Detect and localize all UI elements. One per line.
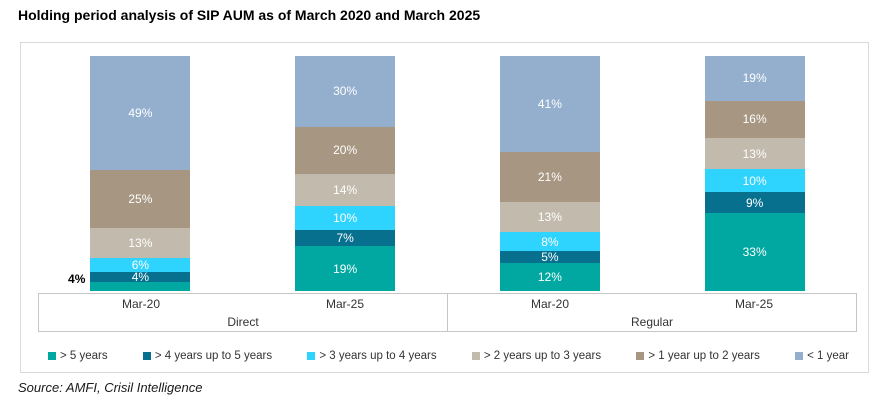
source-note: Source: AMFI, Crisil Intelligence [18, 380, 203, 395]
axis-group-regular: Mar-20 Mar-25 Regular [447, 294, 856, 331]
bar-segment: 16% [704, 100, 805, 139]
segment-value-label: 6% [131, 258, 150, 273]
axis-group-label: Direct [227, 315, 259, 329]
bar-segment: 10% [704, 168, 805, 193]
chart-title: Holding period analysis of SIP AUM as of… [18, 7, 481, 23]
segment-value-label: 7% [336, 231, 354, 246]
bar-segment: 19% [295, 246, 396, 291]
segment-value-label: 33% [742, 245, 767, 260]
bar-segment: 30% [295, 56, 396, 127]
legend-label: > 1 year up to 2 years [648, 350, 760, 362]
stacked-bar: 12% 5% 8% 13% 21% 41% [499, 56, 600, 291]
bar-segment: 9% [704, 192, 805, 214]
bar-segment: 20% [295, 126, 396, 174]
axis-month-label: Mar-20 [530, 297, 569, 311]
bar-segment: 5% [499, 249, 600, 264]
segment-value-label: 19% [742, 71, 767, 86]
bar-segment [90, 281, 191, 291]
legend: > 5 years > 4 years up to 5 years > 3 year… [48, 347, 849, 365]
segment-value-label: 13% [128, 236, 153, 251]
bar-segment: 8% [499, 232, 600, 252]
bar-segment: 10% [295, 206, 396, 230]
bar-segment: 6% [90, 258, 191, 273]
segment-value-label: 10% [333, 211, 358, 226]
legend-label: > 4 years up to 5 years [154, 350, 273, 362]
segment-value-label: 4% [131, 270, 150, 285]
stacked-bar: 19% 7% 10% 14% 20% 30% [295, 56, 396, 291]
segment-value-label: 21% [537, 170, 562, 185]
segment-value-label: 14% [333, 182, 358, 197]
segment-value-label: 41% [537, 97, 562, 112]
legend-label: > 2 years up to 3 years [483, 350, 602, 362]
plot-area: 4% 6% 13% 25% 49% 4% 19% 7% 10% 14% 20% 30% 12% 5% 8% 1… [21, 43, 868, 372]
legend-item: < 1 year [795, 350, 849, 362]
legend-item: > 4 years up to 5 years [142, 350, 273, 362]
segment-value-label: 13% [742, 146, 767, 161]
segment-value-label: 5% [541, 249, 559, 264]
bar-segment: 12% [499, 262, 600, 291]
bar-segment: 13% [499, 201, 600, 233]
segment-value-label: 19% [333, 261, 358, 276]
segment-value-label: 16% [742, 112, 767, 127]
segment-value-label: 20% [333, 143, 358, 158]
segment-value-label: 8% [541, 234, 559, 249]
stacked-bar: 33% 9% 10% 13% 16% 19% [704, 56, 805, 291]
bar-segment: 49% [90, 56, 191, 171]
legend-swatch-icon [307, 352, 316, 360]
legend-item: > 2 years up to 3 years [471, 350, 602, 362]
legend-swatch-icon [48, 352, 56, 360]
legend-item: > 1 year up to 2 years [636, 350, 760, 362]
segment-value-label: 49% [128, 106, 153, 121]
legend-label: < 1 year [807, 350, 849, 362]
bar-segment: 25% [90, 170, 191, 229]
bar-segment: 13% [90, 228, 191, 259]
axis-group-label: Regular [630, 315, 674, 329]
legend-swatch-icon [795, 352, 804, 360]
legend-swatch-icon [471, 352, 480, 360]
chart-area: 4% 6% 13% 25% 49% 4% 19% 7% 10% 14% 20% 30% 12% 5% 8% 1… [20, 42, 869, 373]
bar-segment: 19% [704, 56, 805, 101]
stacked-bar: 4% 6% 13% 25% 49% [90, 56, 191, 291]
axis-month-label: Mar-25 [734, 297, 773, 311]
legend-swatch-icon [636, 352, 645, 360]
segment-value-label: 10% [742, 173, 767, 188]
segment-value-label: 9% [745, 195, 764, 210]
legend-label: > 3 years up to 4 years [319, 350, 437, 362]
segment-value-label: 13% [537, 209, 562, 224]
axis-month-label: Mar-20 [121, 297, 160, 311]
segment-value-label: 25% [128, 192, 153, 207]
segment-value-label: 30% [333, 84, 358, 99]
legend-label: > 5 years [60, 350, 108, 362]
axis-group-direct: Mar-20 Mar-25 Direct [39, 294, 447, 331]
bar-segment: 14% [295, 173, 396, 207]
legend-item: > 3 years up to 4 years [307, 350, 437, 362]
bar-segment: 33% [704, 213, 805, 291]
axis-month-row: Mar-20 Mar-25 [39, 294, 447, 313]
axis-month-row: Mar-20 Mar-25 [448, 294, 856, 313]
outside-value-label: 4% [68, 272, 86, 287]
legend-swatch-icon [142, 352, 151, 360]
bar-segment: 13% [704, 138, 805, 169]
segment-value-label: 12% [537, 269, 562, 284]
bar-segment: 4% [90, 270, 191, 285]
bar-segment: 21% [499, 152, 600, 202]
axis-month-label: Mar-25 [325, 297, 364, 311]
bar-segment: 7% [295, 229, 396, 247]
bar-segment: 41% [499, 56, 600, 153]
legend-item: > 5 years [48, 350, 108, 362]
category-axis: Mar-20 Mar-25 Direct Mar-20 Mar-25 Regular [38, 293, 857, 332]
